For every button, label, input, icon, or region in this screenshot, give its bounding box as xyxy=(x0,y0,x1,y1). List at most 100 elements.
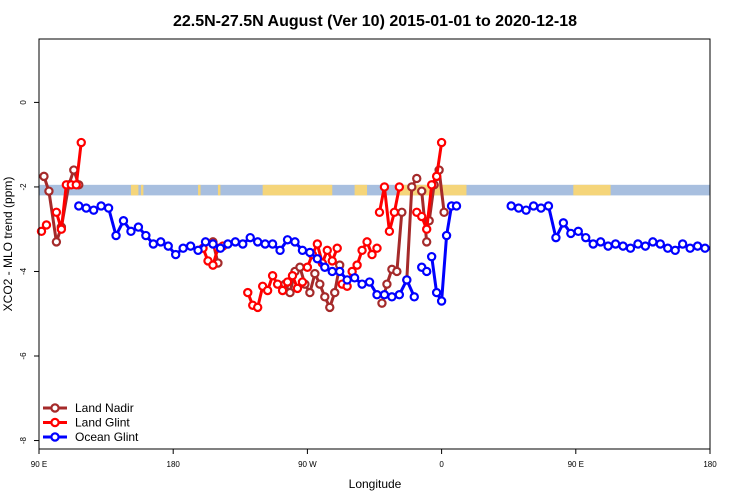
data-point xyxy=(320,262,330,272)
data-point xyxy=(56,224,67,234)
data-point xyxy=(543,201,554,211)
data-point xyxy=(677,239,688,249)
data-point xyxy=(551,232,561,243)
data-point xyxy=(163,241,173,251)
data-point xyxy=(118,216,129,226)
data-point xyxy=(305,247,315,258)
data-point xyxy=(44,186,54,196)
data-point xyxy=(96,201,106,211)
data-point xyxy=(41,220,52,230)
data-point xyxy=(663,243,673,253)
land-band-segment xyxy=(354,184,368,196)
data-point xyxy=(421,237,432,247)
land-ocean-band xyxy=(39,184,710,196)
data-point xyxy=(88,205,99,215)
data-point xyxy=(513,203,524,213)
data-point xyxy=(441,230,452,241)
data-point xyxy=(625,243,636,253)
data-point xyxy=(352,260,362,270)
data-point xyxy=(252,302,263,313)
data-point xyxy=(506,201,516,211)
data-point xyxy=(633,239,643,249)
data-point xyxy=(290,237,300,247)
data-point xyxy=(573,226,583,237)
series-ocean-glint xyxy=(74,201,710,306)
y-axis-label: XCO2 - MLO trend (ppm) xyxy=(1,177,15,312)
data-point xyxy=(421,266,432,277)
data-point xyxy=(330,287,340,298)
data-point xyxy=(372,290,382,300)
data-point xyxy=(282,235,293,245)
data-point xyxy=(357,245,367,256)
data-point xyxy=(335,266,345,277)
data-point xyxy=(320,292,330,302)
data-point xyxy=(618,241,628,251)
data-point xyxy=(223,239,233,249)
land-band-segment xyxy=(130,184,139,196)
legend-item: Land Nadir xyxy=(43,401,134,415)
y-tick-label: -2 xyxy=(19,183,28,191)
x-tick-label: 180 xyxy=(703,460,717,469)
plot-frame xyxy=(38,38,711,450)
data-point xyxy=(208,260,218,270)
data-point xyxy=(285,287,295,298)
data-point xyxy=(215,243,226,253)
legend-item: Land Glint xyxy=(43,416,130,430)
data-point xyxy=(379,182,390,192)
series-layer xyxy=(36,137,710,313)
x-axis-label: Longitude xyxy=(349,477,402,491)
data-point xyxy=(200,237,211,247)
legend-label: Land Glint xyxy=(75,416,130,430)
legend-swatch-marker xyxy=(50,432,60,442)
data-point xyxy=(431,287,442,298)
x-tick-label: 90 W xyxy=(298,460,317,469)
data-point xyxy=(170,249,181,260)
data-point xyxy=(409,292,419,302)
data-point xyxy=(384,226,395,237)
data-point xyxy=(436,137,447,148)
x-tick-label: 90 E xyxy=(31,460,47,469)
data-point xyxy=(141,230,151,241)
data-point xyxy=(327,256,337,266)
data-point xyxy=(426,180,437,190)
data-point xyxy=(451,201,462,211)
data-point xyxy=(312,254,323,264)
data-point xyxy=(362,237,372,247)
data-point xyxy=(692,241,703,251)
data-point xyxy=(581,232,591,243)
data-point xyxy=(655,239,665,249)
data-point xyxy=(367,249,377,260)
data-point xyxy=(426,251,437,262)
data-point xyxy=(603,241,613,251)
data-point xyxy=(133,222,144,232)
data-point xyxy=(315,279,325,289)
chart-title: 22.5N-27.5N August (Ver 10) 2015-01-01 t… xyxy=(173,13,577,30)
data-point xyxy=(185,241,196,251)
data-point xyxy=(648,237,658,247)
land-band-segment xyxy=(217,184,221,196)
legend-label: Land Nadir xyxy=(75,401,134,415)
data-point xyxy=(297,245,308,256)
x-tick-label: 180 xyxy=(167,460,181,469)
data-point xyxy=(382,279,392,289)
data-point xyxy=(310,268,320,279)
data-point xyxy=(372,243,382,253)
legend-label: Ocean Glint xyxy=(75,430,139,444)
data-point xyxy=(357,279,367,289)
data-point xyxy=(364,277,375,287)
y-tick-label: 0 xyxy=(19,100,28,105)
data-point xyxy=(322,245,332,256)
data-point xyxy=(302,262,313,272)
legend-swatch-marker xyxy=(50,417,60,428)
data-point xyxy=(439,207,449,217)
data-point xyxy=(230,237,241,247)
data-point xyxy=(536,203,546,213)
data-point xyxy=(377,298,387,308)
data-point xyxy=(39,171,49,182)
land-band-segment xyxy=(198,184,201,196)
data-point xyxy=(74,201,84,211)
data-point xyxy=(325,302,335,313)
data-point xyxy=(394,290,405,300)
data-point xyxy=(700,243,710,253)
